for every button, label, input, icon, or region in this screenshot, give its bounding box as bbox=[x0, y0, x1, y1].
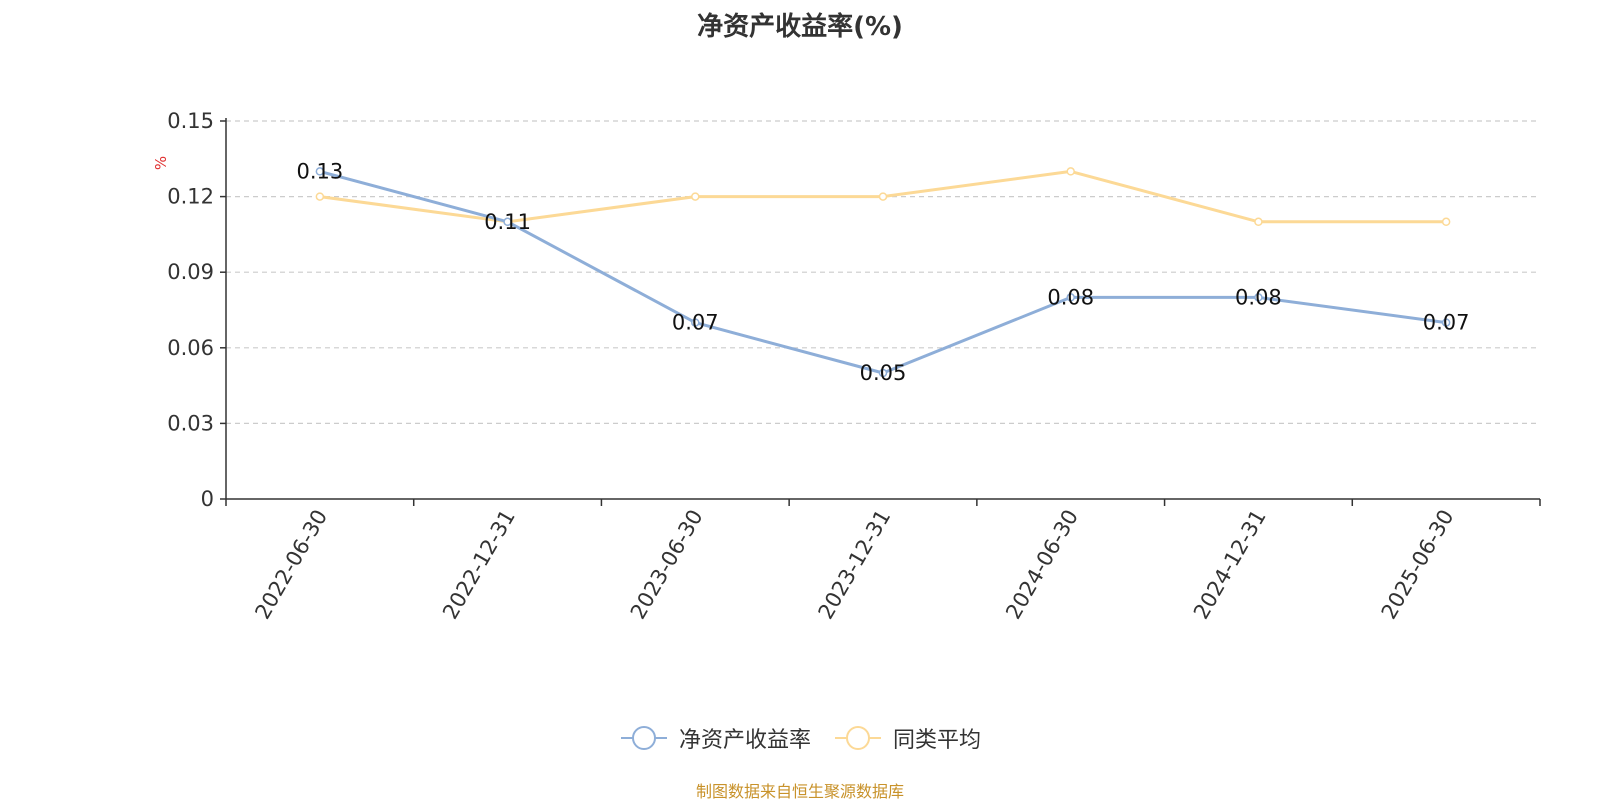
roe-data-label: 0.13 bbox=[296, 159, 343, 183]
roe-point bbox=[503, 217, 512, 227]
y-tick-label: 0.03 bbox=[167, 411, 214, 435]
roe-point bbox=[1441, 318, 1451, 327]
roe-data-label: 0.07 bbox=[1423, 311, 1470, 335]
legend-roe-label: 净资产收益率 bbox=[678, 728, 811, 753]
chart-title: 净资产收益率(%) bbox=[697, 12, 903, 42]
roe-data-label: 0.08 bbox=[1235, 285, 1282, 309]
x-tick-label: 2023-12-31 bbox=[814, 506, 896, 624]
x-tick-label: 2023-06-30 bbox=[626, 506, 708, 624]
legend-item-peer-average[interactable]: 同类平均 bbox=[833, 722, 981, 754]
y-tick-label: 0.09 bbox=[167, 260, 214, 284]
roe-point bbox=[315, 167, 325, 176]
peer-average-point bbox=[1254, 217, 1263, 227]
roe-data-label: 0.08 bbox=[1047, 285, 1094, 309]
legend: 净资产收益率 同类平均 bbox=[0, 722, 1600, 754]
legend-peer-average-marker-icon bbox=[835, 726, 881, 750]
data-source-note: 制图数据来自恒生聚源数据库 bbox=[695, 782, 904, 801]
y-tick-label: 0.15 bbox=[167, 109, 214, 133]
x-tick-label: 2022-06-30 bbox=[250, 506, 332, 624]
x-tick-label: 2025-06-30 bbox=[1377, 506, 1459, 624]
legend-peer-average-label: 同类平均 bbox=[893, 728, 982, 753]
legend-roe-marker-icon bbox=[620, 726, 667, 750]
y-tick-label: 0.12 bbox=[167, 185, 214, 209]
roe-point bbox=[878, 368, 888, 378]
y-tick-label: 0.06 bbox=[167, 336, 214, 360]
roe-data-label: 0.07 bbox=[672, 311, 719, 335]
x-tick-label: 2024-06-30 bbox=[1001, 506, 1083, 624]
roe-data-label: 0.05 bbox=[860, 361, 907, 385]
roe-data-label: 0.11 bbox=[484, 210, 531, 234]
roe-point bbox=[1066, 293, 1075, 302]
peer-average-point bbox=[1066, 167, 1075, 176]
legend-item-roe[interactable]: 净资产收益率 bbox=[619, 722, 811, 754]
roe-point bbox=[691, 318, 700, 327]
y-tick-label: 0 bbox=[201, 487, 214, 511]
x-tick-label: 2024-12-31 bbox=[1189, 506, 1271, 624]
x-tick-label: 2022-12-31 bbox=[438, 506, 520, 624]
roe-point bbox=[1254, 293, 1263, 302]
peer-average-point bbox=[691, 192, 700, 201]
peer-average-point bbox=[315, 192, 325, 201]
y-axis-unit-label: % bbox=[152, 156, 170, 170]
peer-average-point bbox=[1441, 217, 1451, 227]
peer-average-point bbox=[878, 192, 888, 201]
